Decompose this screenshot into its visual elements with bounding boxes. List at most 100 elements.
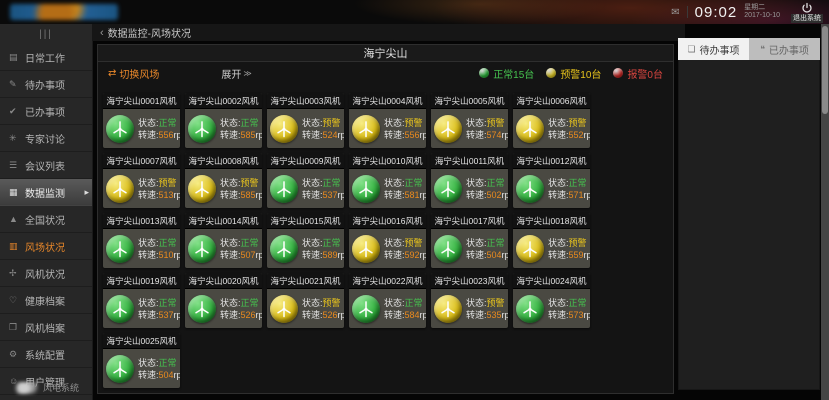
sidebar-item-health-archive[interactable]: ♡ 健康档案 xyxy=(0,287,92,314)
topbar-divider xyxy=(686,6,688,18)
speed-label: 转速: xyxy=(220,130,241,140)
speed-value: 592 xyxy=(404,250,420,260)
status-label: 状态: xyxy=(548,298,569,308)
sidebar-item-system-config[interactable]: ⚙ 系统配置 xyxy=(0,341,92,368)
status-label: 状态: xyxy=(548,178,569,188)
status-value: 预警 xyxy=(404,238,423,248)
wind-turbine-icon xyxy=(270,295,298,323)
sidebar-item-plan-config[interactable]: ✉管理方案配置 xyxy=(0,395,92,400)
tab-todo[interactable]: ❏ 待办事项 xyxy=(678,38,749,60)
speed-value: 584 xyxy=(404,310,420,320)
speed-label: 转速: xyxy=(138,310,159,320)
status-label: 状态: xyxy=(384,118,405,128)
turbine-card-title: 海宁尖山0020风机 xyxy=(185,273,262,289)
rpm-unit: rpm xyxy=(583,190,590,200)
switch-farm-button[interactable]: ⇄ 切换风场 xyxy=(108,66,159,81)
expand-button[interactable]: 展开 ≫ xyxy=(221,66,251,81)
sidebar-item-label: 用户管理 xyxy=(25,377,65,389)
speed-value: 581 xyxy=(404,190,420,200)
menu-toggle-icon[interactable]: ||| xyxy=(39,28,53,40)
status-label: 状态: xyxy=(138,298,159,308)
top-bar: ✉ 09:02 星期二 2017-10-10 退出系统 xyxy=(0,0,829,24)
turbine-status-line: 状态:预警 xyxy=(220,177,262,189)
wind-turbine-icon xyxy=(434,295,462,323)
sidebar-item-daily-work[interactable]: ▤ 日常工作 xyxy=(0,44,92,71)
sidebar-item-windfarm-status[interactable]: ▥ 风场状况 xyxy=(0,233,92,260)
status-value: 正常 xyxy=(404,178,423,188)
speed-value: 504 xyxy=(486,250,502,260)
sidebar-item-user-management[interactable]: ☺ 用户管理 xyxy=(0,368,92,395)
wind-turbine-icon xyxy=(516,235,544,263)
speed-label: 转速: xyxy=(302,310,323,320)
status-value: 正常 xyxy=(404,298,423,308)
topbar-right-cluster: ✉ 09:02 星期二 2017-10-10 退出系统 xyxy=(671,2,829,23)
sidebar-item-todo[interactable]: ✎ 待办事项 xyxy=(0,71,92,98)
tab-done[interactable]: ❝ 已办事项 xyxy=(749,38,820,60)
back-chevron-icon[interactable]: ‹ xyxy=(100,26,104,39)
turbine-status-line: 状态:预警 xyxy=(138,177,180,189)
logout-label: 退出系统 xyxy=(791,13,823,23)
sidebar-item-turbine-status[interactable]: ✢ 风机状况 xyxy=(0,260,92,287)
discussion-icon: ✳ xyxy=(9,132,17,143)
turbine-card-title: 海宁尖山0018风机 xyxy=(513,213,590,229)
sidebar-item-national-status[interactable]: ▲ 全国状况 xyxy=(0,206,92,233)
scrollbar-thumb[interactable] xyxy=(822,26,828,114)
sidebar-item-meeting-list[interactable]: ☰ 会议列表 xyxy=(0,152,92,179)
sidebar-item-done[interactable]: ✔ 已办事项 xyxy=(0,98,92,125)
turbine-card-title: 海宁尖山0017风机 xyxy=(431,213,508,229)
turbine-card-title: 海宁尖山0013风机 xyxy=(103,213,180,229)
speed-label: 转速: xyxy=(548,250,569,260)
turbine-card-title: 海宁尖山0022风机 xyxy=(349,273,426,289)
logout-button[interactable]: 退出系统 xyxy=(791,2,823,23)
turbine-card-title: 海宁尖山0025风机 xyxy=(103,333,180,349)
sidebar-item-turbine-archive[interactable]: ❐ 风机档案 xyxy=(0,314,92,341)
speed-value: 571 xyxy=(568,190,584,200)
page-scrollbar[interactable] xyxy=(821,24,829,400)
speed-value: 526 xyxy=(240,310,256,320)
sidebar-item-expert-discussion[interactable]: ✳ 专家讨论 xyxy=(0,125,92,152)
wind-turbine-icon xyxy=(516,115,544,143)
rpm-unit: rpm xyxy=(173,190,180,200)
wind-turbine-icon xyxy=(352,295,380,323)
status-label: 状态: xyxy=(466,238,487,248)
turbine-card-title: 海宁尖山0015风机 xyxy=(267,213,344,229)
sidebar-item-data-monitor[interactable]: ▦ 数据监测 ▸ xyxy=(0,179,92,206)
turbine-speed-line: 转速:574rpm xyxy=(466,129,508,141)
mail-icon[interactable]: ✉ xyxy=(671,6,680,18)
